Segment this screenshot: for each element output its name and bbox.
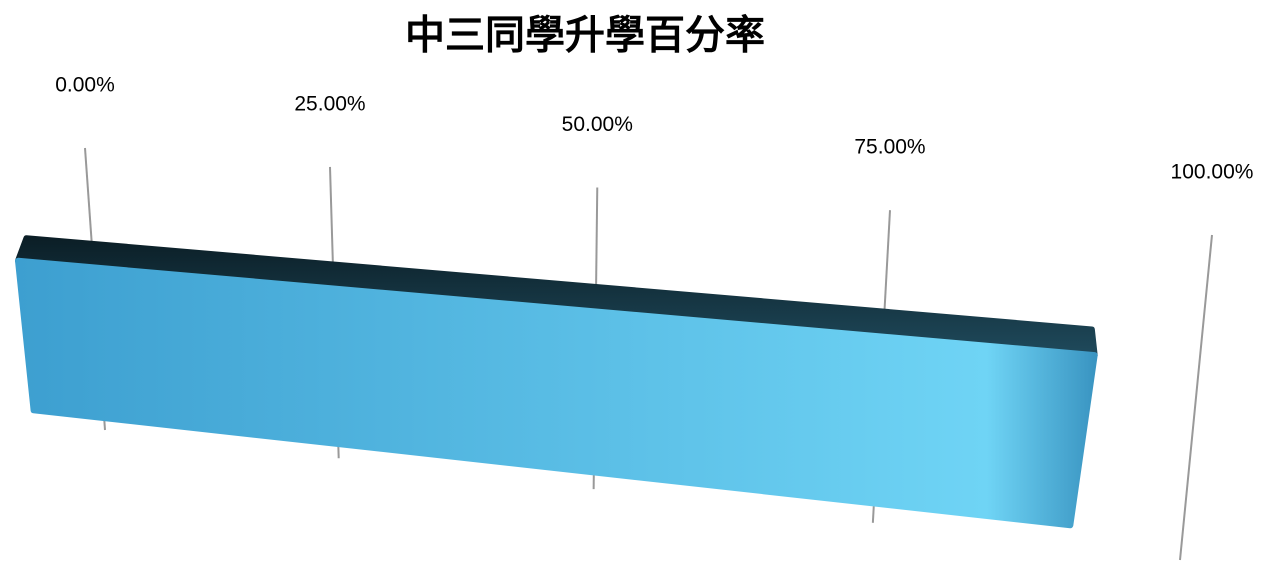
- grid-line: [1179, 234, 1213, 561]
- bar: [15, 235, 1098, 529]
- x-tick-label: 50.00%: [562, 113, 633, 136]
- x-tick-label: 75.00%: [854, 136, 925, 159]
- x-tick-label: 100.00%: [1171, 161, 1254, 184]
- x-tick-label: 25.00%: [294, 92, 365, 115]
- bar-face: [15, 257, 1098, 529]
- x-tick-label: 0.00%: [55, 74, 115, 97]
- chart-title: 中三同學升學百分率: [405, 14, 765, 58]
